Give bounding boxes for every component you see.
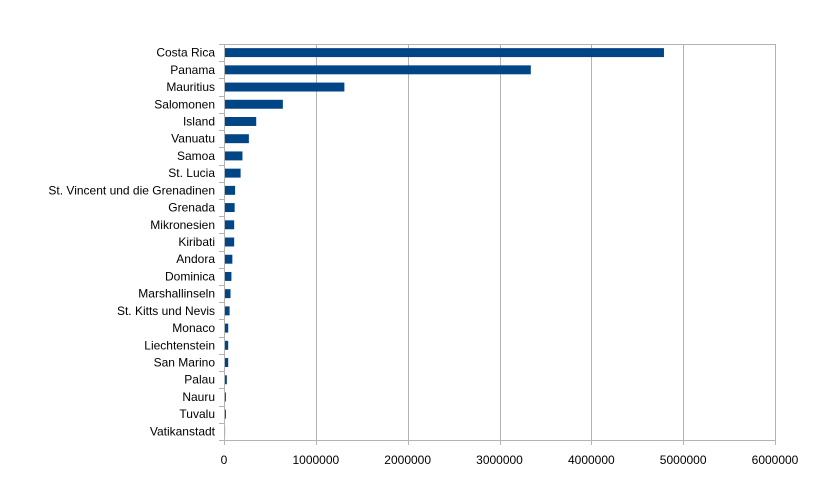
x-tick-label: 0 (221, 453, 228, 467)
category-label: Kiribati (178, 235, 215, 249)
category-label: Monaco (172, 321, 215, 335)
category-label: Palau (184, 373, 215, 387)
category-label: Panama (170, 63, 215, 77)
x-tick-labels: 0 1000000 2000000 3000000 4000000 5000000 6000… (221, 453, 799, 467)
bar (225, 375, 227, 385)
bar (225, 358, 229, 367)
category-label: San Marino (154, 356, 216, 370)
bar (225, 306, 230, 316)
bar (225, 340, 229, 350)
axes (219, 44, 776, 445)
bar (225, 323, 229, 333)
category-label: St. Lucia (168, 166, 215, 180)
category-labels: Costa Rica Panama Mauritius Salomonen Island… (48, 46, 215, 439)
bar (225, 254, 233, 264)
category-label: Dominica (165, 269, 215, 283)
category-label: Marshallinseln (138, 287, 215, 301)
grid-lines (316, 44, 776, 440)
category-label: Vatikanstadt (150, 424, 216, 438)
x-tick-label: 1000000 (292, 453, 339, 467)
category-label: Island (183, 114, 215, 128)
category-label: St. Kitts und Nevis (117, 304, 215, 318)
category-label: Tuvalu (179, 407, 215, 421)
bar (225, 168, 241, 178)
bar (225, 48, 664, 58)
category-label: Andora (176, 252, 215, 266)
bar (225, 65, 531, 75)
x-tick-label: 5000000 (660, 453, 707, 467)
category-label: Costa Rica (156, 46, 215, 60)
category-label: Samoa (177, 149, 215, 163)
bar (225, 409, 226, 419)
category-label: Salomonen (154, 97, 215, 111)
bar (225, 151, 243, 161)
bar (225, 289, 231, 299)
bar (225, 117, 257, 126)
x-tick-label: 6000000 (752, 453, 799, 467)
bar (225, 220, 235, 230)
bar (225, 203, 235, 213)
bar (225, 82, 345, 92)
category-label: Nauru (182, 390, 215, 404)
category-label: Vanuatu (171, 132, 215, 146)
category-label: Mikronesien (150, 218, 215, 232)
bar (225, 271, 232, 281)
category-label: St. Vincent und die Grenadinen (48, 183, 215, 197)
bar (225, 185, 236, 195)
bar (225, 237, 235, 247)
bar (225, 134, 249, 144)
x-tick-label: 3000000 (476, 453, 523, 467)
x-tick-label: 4000000 (568, 453, 615, 467)
x-tick-label: 2000000 (384, 453, 431, 467)
bars (225, 48, 664, 436)
category-label: Grenada (168, 201, 215, 215)
category-label: Mauritius (166, 80, 215, 94)
category-label: Liechtenstein (144, 338, 215, 352)
bar (225, 392, 226, 402)
bar (225, 99, 283, 109)
